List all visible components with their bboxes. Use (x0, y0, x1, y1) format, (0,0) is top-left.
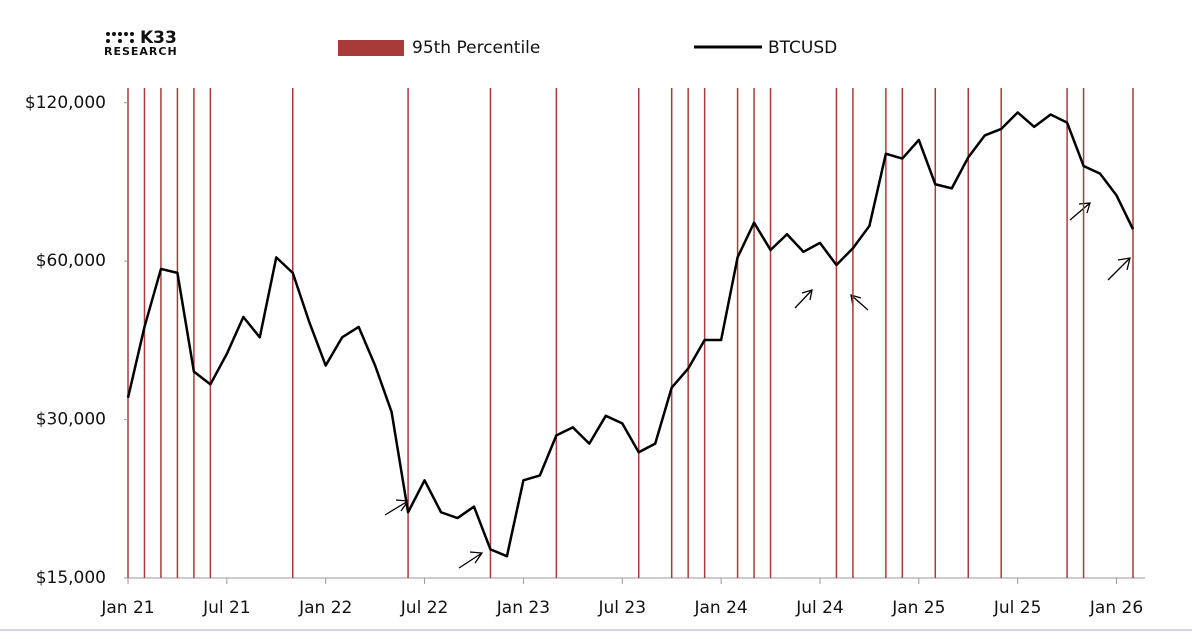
x-tick-label: Jan 23 (496, 598, 550, 618)
legend-label: BTCUSD (768, 38, 837, 58)
y-tick-label: $120,000 (25, 93, 106, 113)
x-tick-label: Jan 25 (891, 598, 945, 618)
x-tick-label: Jul 22 (400, 598, 449, 618)
logo: K33 RESEARCH (104, 28, 178, 58)
y-tick-label: $60,000 (36, 251, 106, 271)
x-tick-label: Jan 21 (100, 598, 154, 618)
x-tick-label: Jan 24 (693, 598, 747, 618)
x-tick-label: Jul 23 (597, 598, 646, 618)
x-tick-label: Jul 25 (993, 598, 1042, 618)
brand-name: K33 (140, 28, 177, 48)
x-tick-label: Jan 26 (1089, 598, 1143, 618)
y-tick-label: $30,000 (36, 410, 106, 430)
legend-swatch (338, 40, 404, 56)
x-tick-label: Jul 21 (202, 598, 251, 618)
legend-label: 95th Percentile (412, 38, 540, 58)
brand-sub: RESEARCH (104, 45, 178, 58)
x-tick-label: Jul 24 (795, 598, 844, 618)
price-line (126, 111, 1135, 558)
y-tick-label: $15,000 (36, 568, 106, 588)
x-tick-label: Jan 22 (298, 598, 352, 618)
arrows (384, 202, 1131, 569)
